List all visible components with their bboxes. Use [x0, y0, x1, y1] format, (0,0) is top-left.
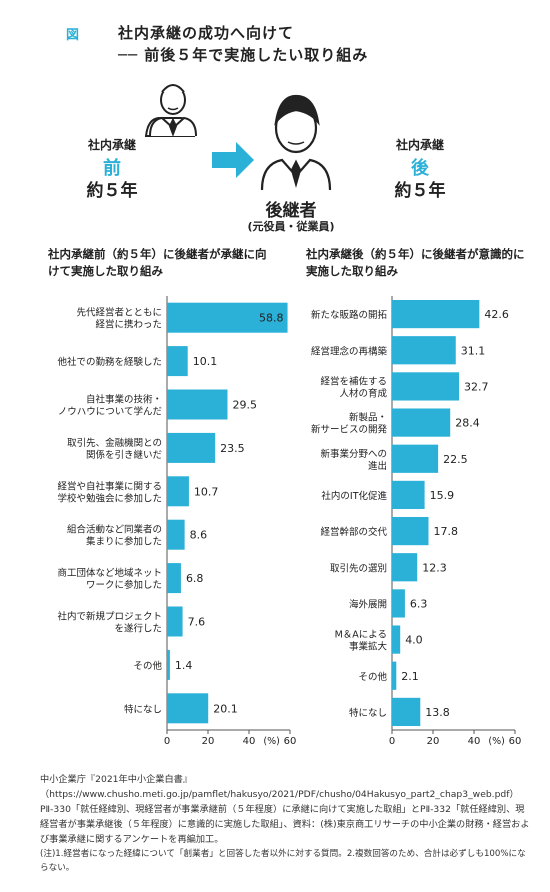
- chart0-value-label: 23.5: [220, 442, 245, 455]
- chart0-value-label: 10.7: [194, 485, 219, 498]
- chart1-bar: [392, 408, 451, 437]
- chart0-bar: [167, 519, 185, 550]
- chart0-value-label: 29.5: [232, 399, 257, 412]
- successor-sublabel: (元役員・従業員): [247, 220, 335, 233]
- chart0-unit-label: (%): [263, 736, 279, 747]
- pre-big-label: 前: [103, 158, 121, 179]
- chart1-value-label: 32.7: [464, 380, 489, 393]
- chart0-tick-label: 40: [243, 736, 256, 747]
- post-years: 約５年: [394, 181, 446, 201]
- figure-label: 図: [66, 28, 80, 43]
- footnote-text: (注)1.経営者になった経緯について「創業者」と回答した者以外に対する質問。2.…: [40, 849, 526, 873]
- chart0-bar: [167, 476, 189, 507]
- title-line-1: 社内承継の成功へ向けて: [118, 24, 295, 42]
- chart1-bar: [392, 480, 425, 510]
- chart1-bar: [392, 444, 439, 473]
- post-label: 社内承継: [395, 138, 444, 152]
- chart0-category-label: 先代経営者とともに経営に携わった: [76, 307, 162, 331]
- chart1-category-label: 新製品・新サービスの開発: [311, 412, 388, 436]
- chart0-category-label: 自社事業の技術・ノウハウについて学んだ: [58, 394, 163, 418]
- chart1-bar: [392, 625, 401, 654]
- title-line-2: ── 前後５年で実施したい取り組み: [118, 46, 369, 64]
- chart0-bar: [167, 606, 183, 637]
- chart1-bar: [392, 697, 421, 727]
- chart1-tick-label: 40: [468, 736, 481, 747]
- chart0-bar: [167, 302, 288, 333]
- chart1-tick-label: 60: [509, 736, 522, 747]
- predecessor-figure-icon: [144, 84, 197, 137]
- chart1-category-label: その他: [358, 671, 387, 683]
- successor-label: 後継者: [265, 201, 317, 221]
- chart0-value-label: 8.6: [190, 529, 208, 542]
- chart1-category-label: 経営理念の再構築: [311, 345, 388, 357]
- chart1-bar: [392, 516, 429, 546]
- chart1-bar: [392, 336, 456, 365]
- chart0-category-label: 特になし: [124, 703, 162, 715]
- chart0-bar: [167, 563, 181, 594]
- chart1-value-label: 17.8: [433, 525, 458, 538]
- source-note: 中小企業庁『2021年中小企業白書』（https://www.chusho.me…: [40, 772, 530, 875]
- chart1-bar: [392, 589, 405, 618]
- chart0-value-label: 20.1: [213, 702, 238, 715]
- chart1-bar: [392, 661, 397, 690]
- chart1-category-label: 社内のIT化促進: [321, 490, 387, 502]
- chart1-value-label: 13.8: [425, 706, 450, 719]
- source-text: 中小企業庁『2021年中小企業白書』（https://www.chusho.me…: [40, 774, 530, 845]
- chart1-category-label: 経営を補佐する人材の育成: [320, 375, 387, 399]
- chart1-value-label: 2.1: [401, 670, 419, 683]
- left-chart-heading: 社内承継前（約５年）に後継者が承継に向けて実施した取り組み: [48, 247, 267, 278]
- chart1-category-label: 新たな販路の開拓: [311, 309, 388, 321]
- chart1-bar: [392, 299, 480, 329]
- transition-arrow-icon: [212, 142, 254, 178]
- chart0-bar: [167, 693, 209, 724]
- chart-title: 社内承継の成功へ向けて ── 前後５年で実施したい取り組み: [118, 22, 368, 66]
- chart0-category-label: 取引先、金融機関との関係を引き継いだ: [67, 437, 162, 461]
- chart0-value-label: 1.4: [175, 659, 193, 672]
- chart1-category-label: 取引先の選別: [330, 562, 387, 574]
- chart0-category-label: その他: [133, 660, 162, 672]
- chart0-category-label: 他社での勤務を経験した: [57, 356, 162, 368]
- post-big-label: 後: [411, 158, 429, 179]
- chart0-bar: [167, 346, 188, 377]
- successor-figure-icon: [260, 94, 332, 191]
- chart1-value-label: 22.5: [443, 453, 468, 466]
- chart1-category-label: 経営幹部の交代: [320, 526, 387, 538]
- pre-years: 約５年: [86, 181, 138, 201]
- chart1-value-label: 42.6: [484, 308, 509, 321]
- chart0-value-label: 58.8: [259, 312, 284, 325]
- chart1-bar: [392, 553, 418, 582]
- chart1-value-label: 4.0: [405, 634, 423, 647]
- chart1-category-label: 特になし: [349, 707, 387, 719]
- chart1-tick-label: 0: [389, 736, 395, 747]
- chart0-tick-label: 60: [284, 736, 297, 747]
- chart0-tick-label: 20: [202, 736, 215, 747]
- pre-label: 社内承継: [87, 138, 136, 152]
- chart0-category-label: 商工団体など地域ネットワークに参加した: [57, 567, 162, 591]
- chart0-bar: [167, 649, 170, 680]
- chart0-tick-label: 0: [164, 736, 170, 747]
- chart0-category-label: 経営や自社事業に関する学校や勉強会に参加した: [57, 480, 162, 504]
- chart1-value-label: 28.4: [455, 417, 480, 430]
- chart1-tick-label: 20: [427, 736, 440, 747]
- chart1-value-label: 6.3: [410, 597, 428, 610]
- chart0-value-label: 6.8: [186, 572, 204, 585]
- chart0-category-label: 社内で新規プロジェクトを遂行した: [57, 611, 162, 635]
- chart0-value-label: 7.6: [188, 616, 206, 629]
- chart1-unit-label: (%): [488, 736, 504, 747]
- chart0-value-label: 10.1: [193, 355, 218, 368]
- chart1-value-label: 31.1: [461, 344, 486, 357]
- chart0-bar: [167, 389, 228, 420]
- chart1-value-label: 12.3: [422, 561, 447, 574]
- chart1-category-label: 海外展開: [349, 598, 387, 610]
- chart1-category-label: M＆Aによる事業拡大: [335, 630, 388, 653]
- right-chart-heading: 社内承継後（約５年）に後継者が意識的に実施した取り組み: [306, 247, 525, 278]
- chart1-value-label: 15.9: [430, 489, 455, 502]
- chart1-bar: [392, 372, 460, 401]
- chart1-category-label: 新事業分野への進出: [320, 448, 387, 472]
- people-illustration: [144, 84, 332, 191]
- chart0-category-label: 組合活動など同業者の集まりに参加した: [67, 524, 162, 548]
- chart0-bar: [167, 432, 216, 463]
